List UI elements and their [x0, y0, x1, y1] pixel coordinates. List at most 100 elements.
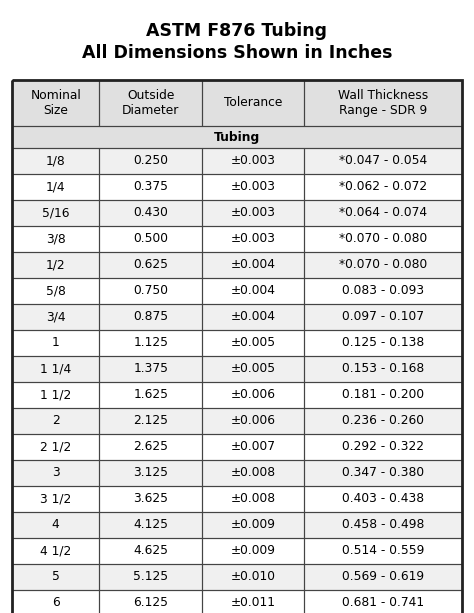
- Text: 0.458 - 0.498: 0.458 - 0.498: [342, 519, 424, 531]
- Text: Wall Thickness
Range - SDR 9: Wall Thickness Range - SDR 9: [338, 89, 428, 117]
- Bar: [202, 226, 304, 252]
- Bar: [304, 408, 462, 434]
- Bar: [202, 80, 304, 126]
- Bar: [100, 564, 202, 590]
- Text: ±0.011: ±0.011: [231, 596, 276, 609]
- Bar: [202, 460, 304, 486]
- Bar: [100, 174, 202, 200]
- Text: 6.125: 6.125: [133, 596, 168, 609]
- Text: ±0.008: ±0.008: [231, 466, 276, 479]
- Bar: [12, 356, 100, 382]
- Bar: [304, 330, 462, 356]
- Bar: [202, 252, 304, 278]
- Text: 1.375: 1.375: [133, 362, 168, 376]
- Bar: [100, 226, 202, 252]
- Bar: [12, 408, 100, 434]
- Bar: [202, 590, 304, 613]
- Text: 0.083 - 0.093: 0.083 - 0.093: [342, 284, 424, 297]
- Text: *0.064 - 0.074: *0.064 - 0.074: [339, 207, 428, 219]
- Bar: [12, 564, 100, 590]
- Text: 3: 3: [52, 466, 60, 479]
- Text: ±0.003: ±0.003: [231, 232, 276, 245]
- Bar: [202, 590, 304, 613]
- Bar: [100, 512, 202, 538]
- Bar: [100, 382, 202, 408]
- Bar: [202, 148, 304, 174]
- Text: 5/8: 5/8: [46, 284, 66, 297]
- Bar: [12, 330, 100, 356]
- Bar: [202, 538, 304, 564]
- Text: ±0.009: ±0.009: [231, 544, 276, 557]
- Bar: [100, 486, 202, 512]
- Bar: [202, 434, 304, 460]
- Bar: [202, 408, 304, 434]
- Text: 6: 6: [52, 596, 60, 609]
- Bar: [202, 564, 304, 590]
- Text: All Dimensions Shown in Inches: All Dimensions Shown in Inches: [82, 44, 392, 62]
- Bar: [100, 330, 202, 356]
- Text: 0.681 - 0.741: 0.681 - 0.741: [342, 596, 424, 609]
- Text: 3/8: 3/8: [46, 232, 65, 245]
- Bar: [12, 356, 100, 382]
- Bar: [304, 486, 462, 512]
- Bar: [304, 460, 462, 486]
- Text: 0.625: 0.625: [133, 259, 168, 272]
- Bar: [12, 512, 100, 538]
- Bar: [304, 590, 462, 613]
- Bar: [304, 80, 462, 126]
- Text: Outside
Diameter: Outside Diameter: [122, 89, 180, 117]
- Bar: [202, 564, 304, 590]
- Bar: [202, 278, 304, 304]
- Text: 0.125 - 0.138: 0.125 - 0.138: [342, 337, 424, 349]
- Bar: [202, 226, 304, 252]
- Text: ±0.007: ±0.007: [231, 441, 276, 454]
- Bar: [304, 564, 462, 590]
- Text: *0.062 - 0.072: *0.062 - 0.072: [339, 180, 428, 194]
- Text: 0.347 - 0.380: 0.347 - 0.380: [342, 466, 424, 479]
- Bar: [12, 512, 100, 538]
- Bar: [202, 278, 304, 304]
- Bar: [12, 538, 100, 564]
- Bar: [304, 278, 462, 304]
- Bar: [12, 434, 100, 460]
- Text: 0.292 - 0.322: 0.292 - 0.322: [342, 441, 424, 454]
- Bar: [100, 252, 202, 278]
- Text: 0.569 - 0.619: 0.569 - 0.619: [342, 571, 424, 584]
- Bar: [100, 356, 202, 382]
- Bar: [202, 408, 304, 434]
- Bar: [304, 590, 462, 613]
- Bar: [304, 356, 462, 382]
- Bar: [202, 148, 304, 174]
- Bar: [304, 330, 462, 356]
- Bar: [304, 80, 462, 126]
- Bar: [100, 252, 202, 278]
- Bar: [304, 304, 462, 330]
- Bar: [12, 590, 100, 613]
- Text: 0.875: 0.875: [133, 311, 168, 324]
- Text: ±0.003: ±0.003: [231, 207, 276, 219]
- Bar: [202, 252, 304, 278]
- Text: 0.236 - 0.260: 0.236 - 0.260: [342, 414, 424, 427]
- Text: ±0.010: ±0.010: [231, 571, 276, 584]
- Bar: [304, 174, 462, 200]
- Text: ±0.006: ±0.006: [231, 414, 276, 427]
- Bar: [12, 590, 100, 613]
- Bar: [202, 486, 304, 512]
- Bar: [202, 356, 304, 382]
- Bar: [12, 382, 100, 408]
- Text: 4: 4: [52, 519, 60, 531]
- Bar: [100, 408, 202, 434]
- Text: Tolerance: Tolerance: [224, 96, 283, 110]
- Text: 0.375: 0.375: [133, 180, 168, 194]
- Text: 2 1/2: 2 1/2: [40, 441, 72, 454]
- Bar: [202, 330, 304, 356]
- Bar: [12, 304, 100, 330]
- Bar: [304, 512, 462, 538]
- Bar: [304, 148, 462, 174]
- Text: 0.750: 0.750: [133, 284, 168, 297]
- Text: ±0.004: ±0.004: [231, 259, 276, 272]
- Bar: [12, 226, 100, 252]
- Bar: [12, 148, 100, 174]
- Bar: [100, 200, 202, 226]
- Text: 0.097 - 0.107: 0.097 - 0.107: [342, 311, 424, 324]
